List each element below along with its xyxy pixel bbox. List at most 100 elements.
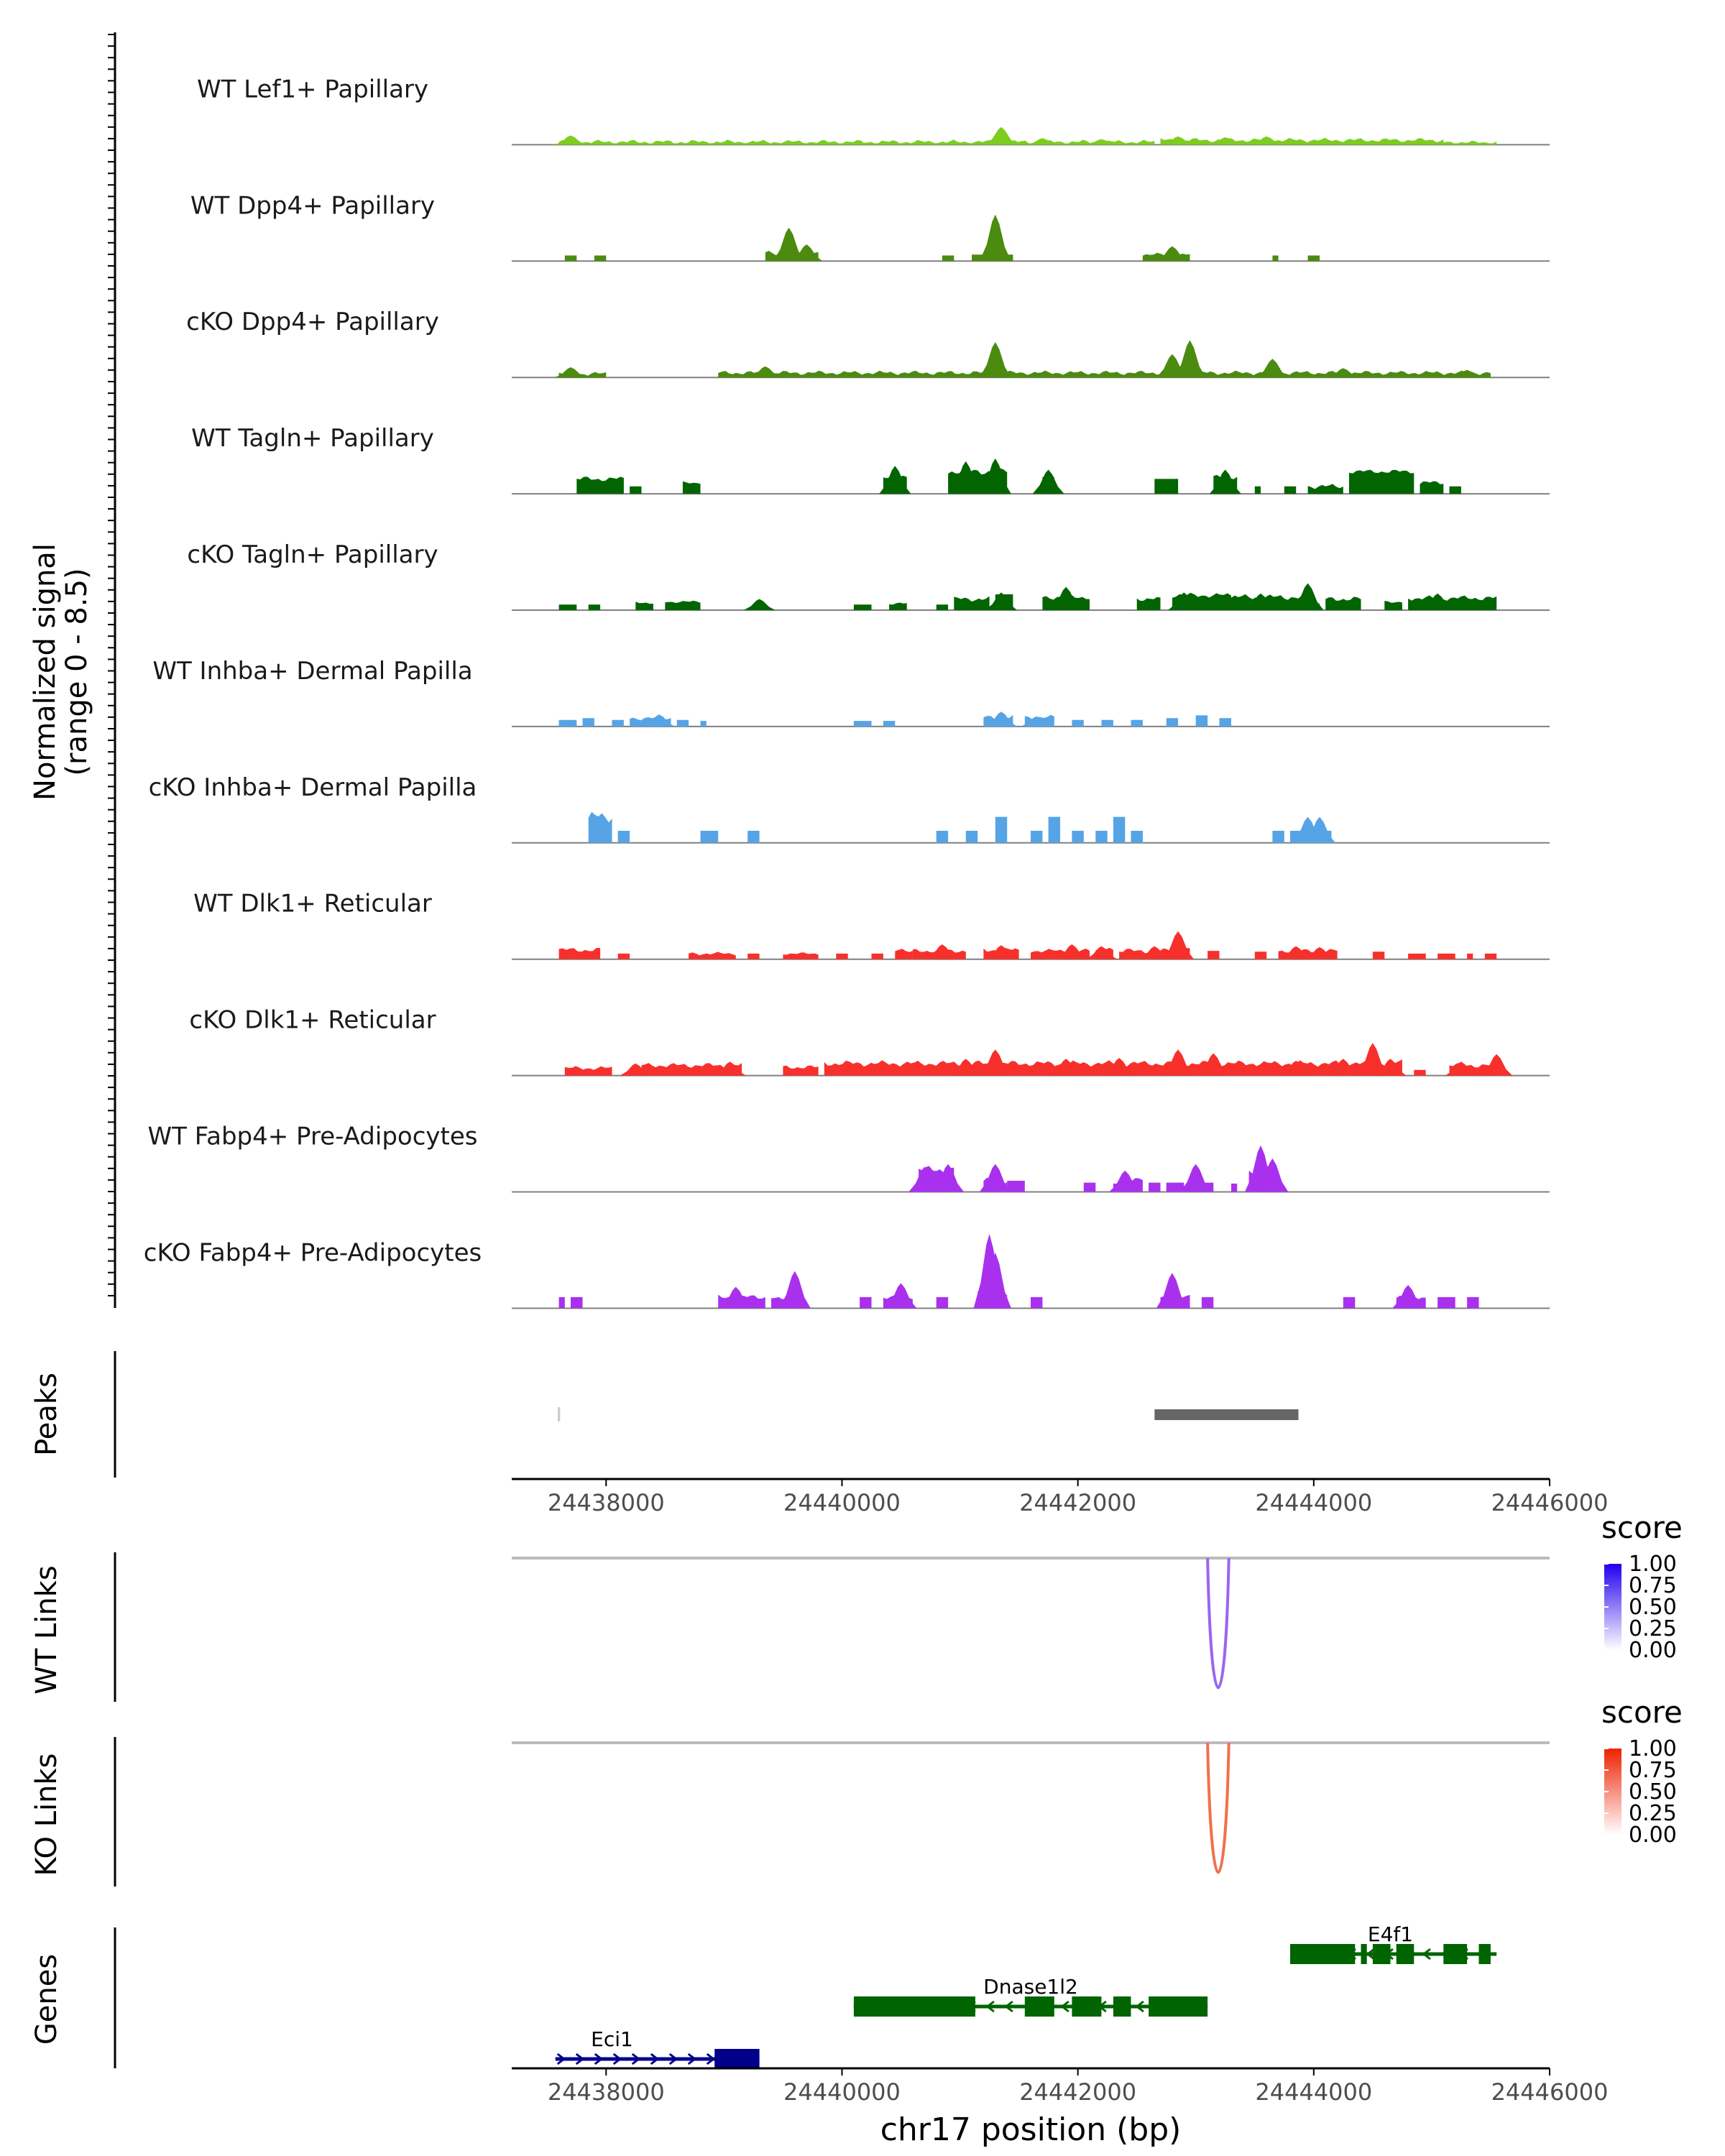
coverage-peak — [1156, 1273, 1188, 1309]
genes-panel: Genes Eci1 Dnase1l2 E4f1 — [30, 1922, 1497, 2069]
coverage-segment — [1131, 719, 1143, 727]
x-tick-label: 24442000 — [1019, 1489, 1136, 1516]
coverage-peak — [773, 227, 805, 262]
coverage-segment — [576, 476, 624, 494]
gene-exon — [1478, 1944, 1491, 1964]
coverage-segment — [1231, 1183, 1238, 1192]
link-track-label: WT Links — [30, 1565, 63, 1694]
coverage-peak — [979, 1164, 1011, 1192]
coverage-track-10: WT Fabp4+ Pre-Adipocytes — [148, 1123, 1550, 1193]
coverage-segment — [783, 952, 819, 959]
gene-e4f1: E4f1 — [1290, 1922, 1497, 1964]
coverage-segment — [860, 1296, 872, 1309]
link-track-1: WT Links score 1.000.750.500.250.00 — [30, 1510, 1683, 1702]
coverage-segment — [558, 604, 577, 610]
coverage-peak — [1085, 139, 1118, 145]
coverage-segment — [1467, 1296, 1479, 1309]
gene-exon — [1149, 1996, 1208, 2017]
coverage-peak — [1356, 1043, 1389, 1076]
coverage-peak — [1304, 946, 1335, 959]
coverage-peak — [1292, 583, 1324, 610]
peaks-panel: Peaks — [30, 1351, 1299, 1478]
coverage-peak — [1109, 1170, 1141, 1192]
track-label: WT Lef1+ Papillary — [197, 75, 428, 103]
coverage-peak — [979, 1252, 1011, 1309]
strand-chevron — [575, 2053, 585, 2065]
legend-value: 1.00 — [1629, 1736, 1677, 1761]
coverage-segment — [1384, 601, 1402, 610]
coverage-segment — [1208, 951, 1220, 959]
coverage-segment — [954, 596, 990, 610]
coverage-peak — [1032, 469, 1064, 494]
strand-chevron — [650, 2053, 660, 2065]
coverage-track-3: cKO Dpp4+ Papillary — [186, 308, 1550, 379]
legend-value: 0.75 — [1629, 1758, 1677, 1783]
x-tick-label: 24446000 — [1491, 2078, 1609, 2106]
coverage-peak — [1392, 1285, 1425, 1309]
coverage-peak — [1156, 246, 1188, 262]
strand-chevron — [687, 2053, 697, 2065]
strand-chevron — [631, 2053, 641, 2065]
coverage-peak — [1138, 946, 1171, 959]
strand-chevron — [668, 2053, 678, 2065]
coverage-y-label: Normalized signal(range 0 - 8.5) — [29, 543, 93, 801]
coverage-peak — [1179, 1164, 1212, 1192]
coverage-segment — [558, 719, 577, 727]
coverage-segment — [630, 486, 642, 494]
gene-exon — [1290, 1944, 1356, 1964]
gene-dnase1l2: Dnase1l2 — [853, 1975, 1208, 2017]
coverage-segment — [1408, 595, 1497, 610]
coverage-segment — [1272, 255, 1279, 262]
coverage-peak — [908, 1166, 941, 1192]
coverage-segment — [1031, 1296, 1043, 1309]
coverage-track-5: cKO Tagln+ Papillary — [187, 540, 1550, 611]
coverage-segment — [1254, 486, 1261, 494]
gene-name: Eci1 — [591, 2027, 633, 2051]
track-label: cKO Dlk1+ Reticular — [189, 1006, 436, 1035]
genes-label: Genes — [30, 1954, 63, 2045]
coverage-segment — [1072, 719, 1084, 727]
gene-eci1: Eci1 — [555, 2027, 760, 2069]
coverage-segment — [1443, 140, 1497, 145]
coverage-segment — [558, 948, 601, 959]
coverage-peak — [949, 1059, 982, 1076]
coverage-segment — [1284, 486, 1297, 494]
x-tick-label: 24442000 — [1019, 2078, 1136, 2106]
coverage-segment — [871, 953, 883, 959]
coverage-segment — [1467, 953, 1473, 959]
coverage-segment — [1484, 953, 1497, 959]
gene-exon — [1372, 1944, 1391, 1964]
coverage-segment — [665, 600, 701, 610]
legend-value: 0.50 — [1629, 1595, 1677, 1620]
coverage-segment — [965, 831, 978, 843]
coverage-peak — [979, 342, 1011, 378]
coverage-segment — [995, 816, 1008, 843]
coverage-peak — [1026, 138, 1059, 145]
coverage-segment — [1438, 1296, 1455, 1309]
x-tick-label: 24440000 — [783, 1489, 901, 1516]
coverage-peak — [791, 244, 823, 262]
strand-chevron — [1422, 1948, 1431, 1961]
coverage-segment — [942, 255, 954, 262]
coverage-segment — [635, 602, 653, 610]
coverage-peak — [1162, 931, 1195, 959]
x-axis-top: 24438000 24440000 24442000 24444000 24446000 — [512, 1478, 1608, 1516]
x-axis-bottom: 24438000 24440000 24442000 24444000 24446000… — [512, 2067, 1609, 2148]
coverage-segment — [582, 718, 594, 727]
coverage-peak — [985, 945, 1017, 959]
link-arc — [1206, 1557, 1230, 1690]
coverage-peak — [643, 714, 676, 727]
strand-chevron — [985, 2000, 995, 2013]
gene-exon — [714, 2049, 760, 2069]
coverage-segment — [853, 604, 872, 610]
coverage-peak — [1050, 1059, 1082, 1076]
coverage-peak — [985, 126, 1017, 145]
link-arc — [1206, 1742, 1230, 1874]
coverage-segment — [836, 953, 848, 959]
coverage-peak — [620, 1063, 652, 1076]
coverage-segment — [594, 255, 607, 262]
coverage-peak — [1209, 469, 1241, 494]
coverage-segment — [936, 831, 949, 843]
x-tick-label: 24438000 — [548, 2078, 665, 2106]
